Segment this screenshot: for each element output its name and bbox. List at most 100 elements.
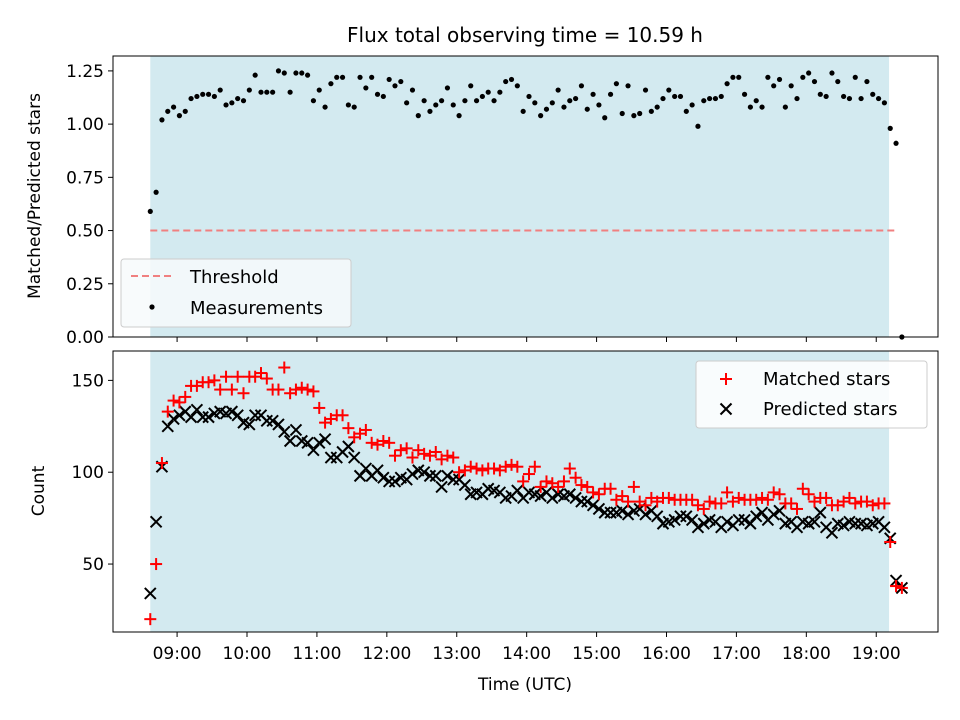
measurement-point bbox=[339, 74, 346, 80]
predicted-star-point bbox=[144, 587, 157, 600]
predicted-star-point bbox=[668, 513, 681, 527]
legend-matched-label: Matched stars bbox=[763, 369, 890, 390]
measurement-point bbox=[194, 93, 200, 100]
measurement-point bbox=[794, 95, 800, 102]
matched-star-point bbox=[686, 493, 699, 506]
measurement-point bbox=[380, 93, 386, 100]
measurement-point bbox=[806, 70, 812, 76]
matched-star-point bbox=[499, 460, 512, 473]
matched-star-point bbox=[237, 387, 250, 400]
predicted-star-point bbox=[406, 467, 419, 481]
measurement-point bbox=[613, 81, 619, 87]
matched-star-point bbox=[791, 502, 804, 515]
y-tick-label: 150 bbox=[72, 371, 104, 391]
measurement-point bbox=[159, 117, 165, 123]
measurement-point bbox=[223, 102, 229, 108]
matched-star-point bbox=[890, 580, 903, 593]
bottom-y-axis-ticks: 50 100 150 bbox=[72, 371, 113, 575]
measurement-point bbox=[543, 106, 550, 112]
x-tick-label: 12:00 bbox=[362, 644, 411, 664]
measurement-point bbox=[549, 100, 555, 106]
matched-star-point bbox=[359, 423, 372, 436]
predicted-star-point bbox=[307, 443, 320, 457]
measurement-point bbox=[444, 85, 451, 91]
legend-predicted-marker bbox=[719, 402, 733, 416]
measurement-point bbox=[881, 100, 887, 106]
predicted-star-point bbox=[149, 515, 163, 529]
measurement-point bbox=[252, 72, 258, 78]
matched-star-point bbox=[522, 468, 535, 481]
y-tick-label: 50 bbox=[82, 555, 104, 575]
matched-star-point bbox=[289, 383, 302, 396]
matched-star-point bbox=[150, 558, 163, 571]
matched-star-point bbox=[767, 486, 780, 499]
predicted-star-point bbox=[814, 506, 827, 519]
measurement-point bbox=[287, 89, 293, 95]
matched-star-point bbox=[476, 464, 489, 477]
measurement-point bbox=[887, 125, 893, 131]
measurement-point bbox=[275, 68, 282, 74]
measurement-point bbox=[427, 108, 433, 114]
matched-star-point bbox=[575, 479, 588, 492]
predicted-star-point bbox=[435, 480, 448, 494]
matched-star-point bbox=[517, 475, 530, 488]
matched-star-point bbox=[214, 383, 227, 396]
measurement-point bbox=[584, 106, 590, 112]
predicted-star-point bbox=[697, 517, 710, 530]
matched-stars-points bbox=[144, 361, 908, 626]
measurement-point bbox=[514, 83, 520, 89]
measurement-point bbox=[695, 123, 701, 129]
predicted-star-point bbox=[318, 432, 332, 446]
measurement-point bbox=[741, 91, 748, 97]
measurement-point bbox=[829, 70, 835, 76]
predicted-star-point bbox=[732, 513, 745, 527]
matched-star-point bbox=[144, 613, 157, 626]
matched-star-point bbox=[703, 495, 716, 508]
predicted-star-point bbox=[441, 469, 454, 483]
matched-star-point bbox=[616, 490, 629, 503]
predicted-star-point bbox=[173, 409, 186, 422]
measurement-point bbox=[147, 208, 153, 215]
x-tick-label: 14:00 bbox=[502, 644, 551, 664]
matched-star-point bbox=[884, 536, 897, 549]
y-tick-label: 1.25 bbox=[66, 62, 104, 82]
measurement-point bbox=[351, 104, 357, 110]
matched-star-point bbox=[447, 451, 460, 464]
measurement-point bbox=[200, 91, 206, 97]
measurement-point bbox=[363, 85, 369, 91]
measurement-point bbox=[870, 91, 876, 97]
predicted-star-point bbox=[167, 412, 180, 426]
predicted-star-point bbox=[289, 423, 303, 437]
measurement-point bbox=[322, 104, 328, 110]
measurement-point bbox=[316, 87, 322, 93]
measurement-point bbox=[264, 89, 270, 95]
measurement-point bbox=[538, 113, 544, 119]
measurement-point bbox=[788, 83, 794, 89]
predicted-star-point bbox=[184, 410, 198, 424]
predicted-star-point bbox=[313, 436, 326, 450]
matched-star-point bbox=[592, 488, 605, 501]
x-tick-label: 19:00 bbox=[852, 644, 901, 664]
predicted-star-point bbox=[581, 495, 594, 508]
measurement-point bbox=[800, 74, 806, 80]
measurement-point bbox=[602, 115, 608, 121]
predicted-star-point bbox=[447, 473, 460, 486]
measurement-point bbox=[357, 74, 363, 80]
matched-star-point bbox=[552, 480, 565, 493]
matched-star-point bbox=[639, 499, 652, 512]
predicted-star-point bbox=[371, 464, 384, 477]
matched-star-point bbox=[820, 491, 833, 504]
measurement-point bbox=[631, 113, 637, 119]
matched-star-point bbox=[225, 383, 238, 396]
predicted-star-point bbox=[161, 420, 174, 433]
x-tick-label: 13:00 bbox=[432, 644, 481, 664]
top-y-axis-ticks: 0.00 0.25 0.50 0.75 1.00 1.25 bbox=[66, 62, 113, 348]
measurement-point bbox=[415, 113, 421, 119]
measurement-point bbox=[421, 98, 427, 104]
measurement-point bbox=[782, 104, 788, 110]
y-tick-label: 0.75 bbox=[66, 168, 104, 188]
measurement-point bbox=[304, 72, 311, 78]
matched-star-point bbox=[505, 458, 518, 471]
top-legend-box bbox=[120, 258, 352, 328]
bottom-plot-frame bbox=[112, 350, 939, 633]
